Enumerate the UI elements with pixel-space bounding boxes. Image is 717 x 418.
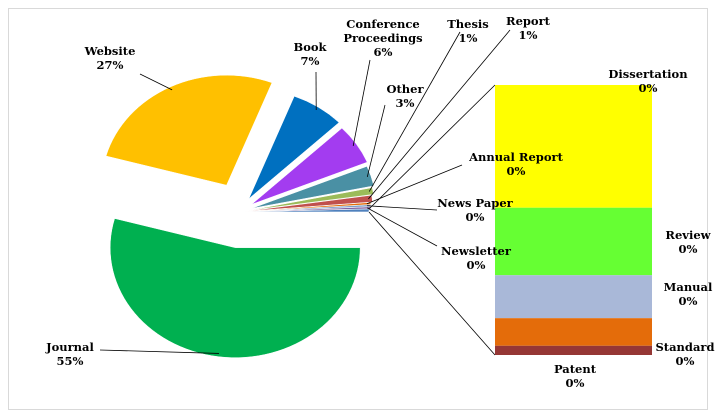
leader-line [99,349,219,354]
category-label: Website [84,44,136,58]
pie-slice [109,218,361,358]
leader-line [366,104,386,178]
value-label: 0% [638,81,658,95]
pie-slice [251,166,375,209]
data-label: Book 7% [280,40,340,68]
category-label: Manual [663,280,713,294]
data-label: Dissertation 0% [608,67,687,95]
value-label: 7% [300,54,320,68]
category-label: Patent [553,362,597,376]
chart-border [8,8,708,410]
category-label: Report [506,14,550,28]
data-label: Other 3% [375,82,435,110]
leader-line [368,31,461,192]
category-label: Newsletter [441,244,511,258]
value-label: 27% [96,58,124,72]
value-label: 1% [518,28,538,42]
pie-slice [105,74,273,186]
leader-line [366,207,438,247]
leader-line [366,164,463,205]
bar-segment [495,318,652,346]
category-label: Review [665,228,711,242]
value-label: 0% [565,376,585,390]
bar-segment [495,275,652,319]
data-label: Conference Proceedings 6% [333,17,433,59]
data-label: Manual 0% [664,280,713,308]
bar-segment [495,345,652,355]
value-label: 1% [458,31,478,45]
pie-slice [248,95,340,199]
data-label: Journal 55% [35,340,105,368]
data-label: Thesis 1% [438,17,498,45]
category-label: Dissertation [608,67,688,81]
data-label: Standard 0% [655,340,714,368]
category-label: Book [293,40,327,54]
value-label: 0% [675,354,695,368]
connector-line [368,84,496,210]
data-label: Patent 0% [554,362,596,390]
data-label: Annual Report 0% [461,150,571,178]
leader-line [352,59,371,147]
category-label: Other [386,82,424,96]
bar-segment [495,85,652,208]
category-label: Thesis [447,17,489,31]
leader-line [367,205,438,211]
category-label: Standard [655,340,715,354]
value-label: 55% [56,354,84,368]
value-label: 0% [678,242,698,256]
pie-slice [251,127,368,205]
data-label: Newsletter 0% [431,244,521,272]
value-label: 3% [395,96,415,110]
data-label: News Paper 0% [430,196,520,224]
value-label: 6% [373,45,393,59]
connector-line [368,211,496,356]
category-label: News Paper [437,196,513,210]
pie-slice [249,187,374,211]
data-label: Website 27% [75,44,145,72]
value-label: 0% [506,164,526,178]
category-label: Annual Report [469,150,563,164]
data-label: Report 1% [498,14,558,42]
value-label: 0% [678,294,698,308]
data-label: Review 0% [665,228,710,256]
leader-line [368,29,511,200]
value-label: 0% [465,210,485,224]
category-label: Conference Proceedings [343,17,423,45]
bar-segment [495,207,652,276]
leader-line [139,73,173,91]
category-label: Journal [46,340,94,354]
value-label: 0% [466,258,486,272]
